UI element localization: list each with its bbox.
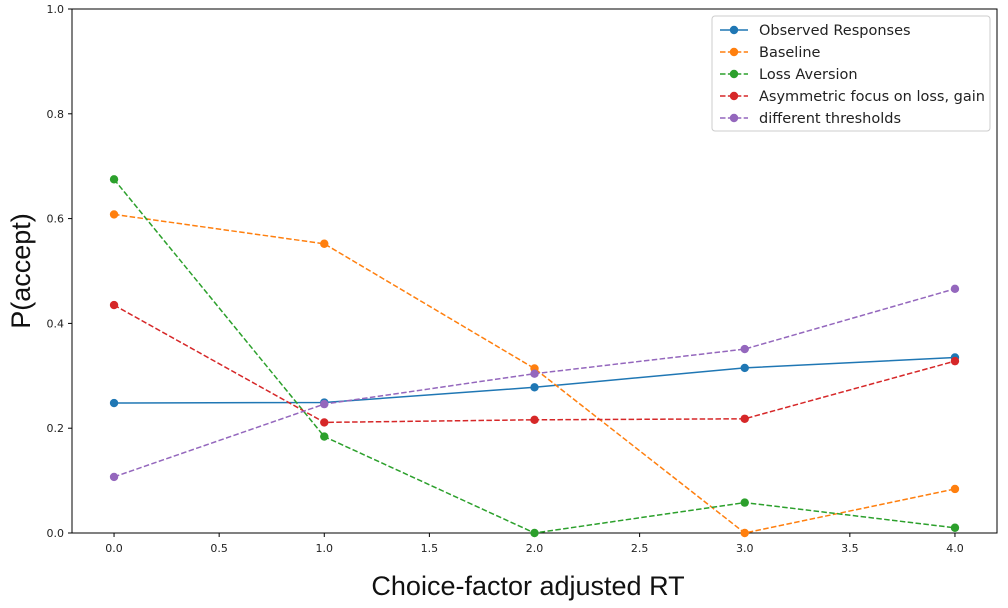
legend-marker <box>729 25 739 35</box>
data-point <box>740 344 749 354</box>
series-line <box>113 213 956 534</box>
x-tick-label: 2.0 <box>526 542 544 555</box>
data-point <box>950 484 960 494</box>
data-point <box>530 415 539 425</box>
legend-box <box>711 15 991 132</box>
y-tick-label: 0.0 <box>47 527 65 540</box>
data-point <box>109 398 119 408</box>
legend-label: different thresholds <box>759 111 901 127</box>
x-tick-label: 3.5 <box>841 542 859 555</box>
legend-marker <box>729 47 739 57</box>
legend-marker <box>729 69 739 79</box>
legend-entry: Loss Aversion <box>720 67 858 83</box>
data-point <box>109 472 119 482</box>
data-point <box>740 363 749 373</box>
y-tick-label: 0.2 <box>47 422 65 435</box>
data-point <box>740 528 749 538</box>
x-axis-ticks: 0.0 0.5 1.0 1.5 2.0 2.5 3.0 3.5 4.0 <box>105 533 964 555</box>
y-tick-label: 0.6 <box>47 213 65 226</box>
x-tick-label: 1.0 <box>316 542 334 555</box>
legend-label: Loss Aversion <box>759 67 858 83</box>
x-tick-label: 2.5 <box>631 542 649 555</box>
series-loss-aversion <box>109 175 960 538</box>
data-point <box>530 383 539 392</box>
legend-marker <box>729 113 739 123</box>
data-point <box>530 528 539 538</box>
data-point <box>320 399 329 409</box>
y-axis-label: P(accept) <box>6 213 36 329</box>
data-point <box>530 369 539 378</box>
legend-label: Asymmetric focus on loss, gain <box>759 89 985 105</box>
y-tick-label: 0.4 <box>47 317 65 330</box>
series-asymmetric-focus-on-loss-gain <box>109 300 960 427</box>
data-point <box>109 210 119 219</box>
data-point <box>320 239 329 248</box>
data-point <box>320 418 329 427</box>
series-layer <box>109 175 960 538</box>
series-line <box>113 288 956 478</box>
x-tick-label: 4.0 <box>946 542 964 555</box>
series-observed-responses <box>109 353 960 408</box>
data-point <box>109 300 119 310</box>
legend-label: Baseline <box>759 45 821 61</box>
y-tick-label: 0.8 <box>47 108 65 121</box>
x-tick-label: 0.0 <box>105 542 123 555</box>
y-tick-label: 1.0 <box>47 3 65 16</box>
data-point <box>740 414 749 423</box>
legend-entry: Asymmetric focus on loss, gain <box>720 89 985 105</box>
data-point <box>320 432 329 441</box>
data-point <box>740 498 749 507</box>
y-axis-ticks: 0.0 0.2 0.4 0.6 0.8 1.0 <box>47 3 72 540</box>
legend-label: Observed Responses <box>759 23 911 39</box>
legend: Observed Responses Baseline Loss Aversion A… <box>711 15 991 132</box>
x-tick-label: 0.5 <box>210 542 228 555</box>
legend-entry: Observed Responses <box>720 23 911 39</box>
x-tick-label: 1.5 <box>421 542 439 555</box>
series-different-thresholds <box>109 284 960 482</box>
data-point <box>950 523 960 532</box>
data-point <box>109 175 119 184</box>
legend-entry: Baseline <box>720 45 821 61</box>
legend-entry: different thresholds <box>720 111 901 127</box>
legend-marker <box>729 91 739 101</box>
data-point <box>950 356 960 366</box>
x-tick-label: 3.0 <box>736 542 754 555</box>
data-point <box>950 284 960 294</box>
x-axis-label: Choice-factor adjusted RT <box>371 571 684 601</box>
